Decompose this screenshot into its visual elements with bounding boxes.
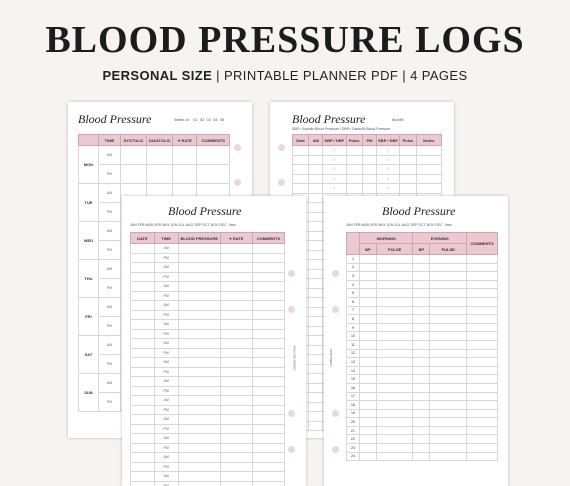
tracker-page-title: Blood Pressure [382, 204, 456, 218]
daily-row: PM [130, 442, 286, 453]
daily-row: AM [130, 395, 286, 406]
daily-row: AM [130, 319, 286, 330]
daily-row: AM [130, 357, 286, 368]
daily-page-title: Blood Pressure [168, 204, 242, 218]
daily-spine-text: ADA LOG BOOKS [292, 345, 297, 371]
tracker-row: 23 [346, 443, 498, 453]
weekly-page-title: Blood Pressure [78, 112, 152, 126]
daily-row: AM [130, 433, 286, 444]
tracker-row: 16 [346, 382, 498, 393]
tracker-row: 14 [346, 365, 498, 376]
tracker-month-strip: JAN FEB MAR APR MAY JUN JUL AUG SEP OCT … [346, 223, 453, 227]
weekly-row: MON AM [78, 145, 230, 184]
tracker-spine-text: COPYRIGHT [328, 349, 333, 367]
daily-row: AM [130, 281, 286, 292]
subtitle-format: PRINTABLE PLANNER PDF [223, 68, 399, 83]
tracker-row: 15 [346, 374, 498, 384]
tracker-row: 6 [346, 296, 498, 307]
daily-table: DATE TIME BLOOD PRESSURE ♥ RATE COMMENTS… [130, 232, 286, 486]
week-of-label: Week of: 01 02 03 04 05 [174, 117, 225, 122]
tracker-row: 17 [346, 391, 498, 402]
tracker-row: 7 [346, 305, 498, 316]
tracker-page: Blood Pressure JAN FEB MAR APR MAY JUN J… [324, 196, 508, 486]
product-title: BLOOD PRESSURE LOGS [45, 19, 525, 61]
tracker-row: 9 [346, 322, 498, 333]
tracker-row: 22 [346, 434, 498, 445]
tracker-row: 3 [346, 271, 498, 281]
tracker-table: MORNING EVENING COMMENTS BP PULSE BP PUL… [346, 232, 498, 462]
month-label: Month: [392, 117, 405, 122]
daily-row: AM [130, 452, 286, 463]
tracker-row: 18 [346, 400, 498, 410]
product-subtitle: PERSONAL SIZE | PRINTABLE PLANNER PDF | … [0, 68, 570, 83]
daily-row: AM [130, 300, 286, 311]
daily-row: PM [130, 461, 286, 472]
subtitle-size: PERSONAL SIZE [102, 68, 213, 83]
monthly-page-title: Blood Pressure [292, 112, 366, 126]
tracker-row: 20 [346, 417, 498, 427]
daily-row: AM [130, 262, 286, 273]
daily-row: AM [130, 471, 286, 482]
weekly-row: PM [79, 164, 230, 184]
sbp-dbp-legend: SBP= Systolic Blood Pressure / DBP= Dias… [292, 127, 391, 131]
subtitle-sep-2: | [402, 68, 407, 83]
subtitle-pages: 4 PAGES [410, 68, 468, 83]
tracker-row: 12 [346, 348, 498, 359]
daily-log-page: Blood Pressure JAN FEB MAR APR MAY JUN J… [122, 196, 306, 486]
tracker-row: 13 [346, 357, 498, 367]
daily-row: PM [130, 480, 286, 486]
tracker-row: 8 [346, 314, 498, 324]
daily-row: PM [130, 347, 286, 358]
daily-row: PM [130, 328, 286, 339]
daily-row: PM [130, 252, 286, 263]
tracker-row: 1 [346, 254, 498, 264]
monthly-row: // [291, 183, 443, 194]
daily-row: PM [130, 385, 286, 396]
daily-row: PM [130, 309, 286, 320]
monthly-row: // [291, 145, 443, 156]
daily-row: PM [130, 366, 286, 377]
tracker-row: 11 [346, 339, 498, 350]
daily-row: AM [130, 376, 286, 387]
tracker-row: 24 [346, 451, 498, 462]
daily-row: PM [130, 404, 286, 415]
tracker-row: 19 [346, 408, 498, 419]
daily-month-strip: JAN FEB MAR APR MAY JUN JUL AUG SEP OCT … [130, 223, 237, 227]
tracker-row: 10 [346, 331, 498, 341]
tracker-row: 5 [346, 288, 498, 298]
monthly-row: // [291, 173, 443, 184]
monthly-row: // [291, 154, 443, 165]
daily-row: PM [130, 271, 286, 282]
daily-row: PM [130, 423, 286, 434]
daily-row: AM [130, 414, 286, 425]
monthly-row: // [291, 164, 443, 175]
daily-row: AM [130, 338, 286, 349]
tracker-row: 2 [346, 262, 498, 273]
tracker-row: 21 [346, 425, 498, 436]
daily-row: AM [130, 243, 286, 254]
tracker-row: 4 [346, 279, 498, 290]
subtitle-sep-1: | [216, 68, 220, 83]
daily-row: PM [130, 290, 286, 301]
